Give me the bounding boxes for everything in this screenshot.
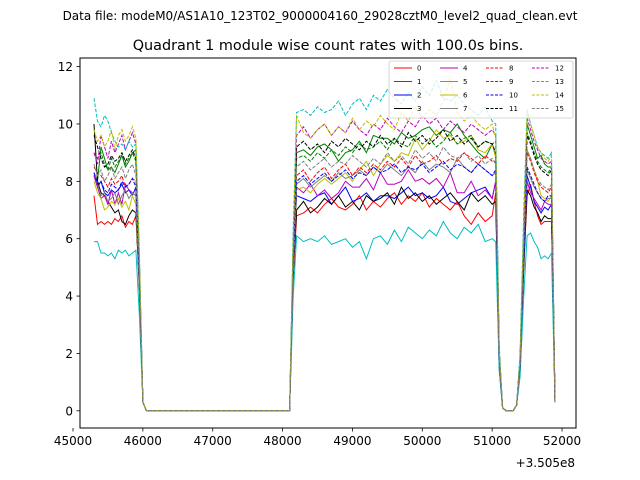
series-line-14 — [93, 77, 556, 412]
legend-label-1: 1 — [417, 78, 421, 86]
legend-label-10: 10 — [509, 92, 518, 100]
legend-label-3: 3 — [417, 105, 421, 113]
legend-label-8: 8 — [509, 65, 513, 73]
y-tick-label: 2 — [65, 347, 73, 361]
legend-label-9: 9 — [509, 78, 513, 86]
y-axis-ticks: 0 2 4 6 8 10 12 — [58, 60, 80, 418]
x-axis-ticks: 45000 46000 47000 48000 49000 50000 51000 52000 — [54, 428, 581, 448]
series-line-4 — [93, 168, 556, 412]
legend-label-15: 15 — [555, 105, 564, 113]
y-tick-label: 4 — [65, 290, 73, 304]
series-line-1 — [93, 123, 556, 412]
series-line-6 — [93, 128, 556, 412]
chart-title: Quadrant 1 module wise count rates with … — [133, 38, 524, 54]
x-tick-label: 47000 — [194, 434, 232, 448]
x-tick-label: 48000 — [263, 434, 301, 448]
series-line-3 — [93, 123, 556, 412]
x-tick-label: 52000 — [543, 434, 581, 448]
x-tick-label: 46000 — [124, 434, 162, 448]
legend-label-12: 12 — [555, 65, 564, 73]
legend-label-14: 14 — [555, 92, 564, 100]
x-tick-label: 50000 — [403, 434, 441, 448]
plot-series — [93, 77, 556, 412]
x-tick-label: 49000 — [333, 434, 371, 448]
legend-label-4: 4 — [463, 65, 468, 73]
legend-label-7: 7 — [463, 105, 467, 113]
legend-label-6: 6 — [463, 92, 468, 100]
x-axis-offset-label: +3.505e8 — [516, 456, 575, 470]
y-tick-label: 6 — [65, 232, 73, 246]
legend-label-0: 0 — [417, 65, 421, 73]
x-tick-label: 45000 — [54, 434, 92, 448]
y-tick-label: 0 — [65, 404, 73, 418]
legend-box — [388, 60, 574, 119]
legend-label-5: 5 — [463, 78, 467, 86]
series-line-12 — [93, 114, 556, 412]
series-line-13 — [93, 79, 556, 412]
y-tick-label: 8 — [65, 175, 73, 189]
axes-frame — [79, 57, 577, 429]
y-tick-label: 12 — [58, 60, 73, 74]
series-line-10 — [93, 160, 556, 412]
y-tick-label: 10 — [58, 117, 73, 131]
series-line-11 — [93, 128, 556, 412]
series-line-2 — [93, 175, 556, 412]
chart-suptitle: Data file: modeM0/AS1A10_123T02_90000041… — [63, 9, 578, 23]
x-tick-label: 51000 — [473, 434, 511, 448]
series-line-9 — [93, 131, 556, 412]
legend-label-2: 2 — [417, 92, 421, 100]
series-line-15 — [93, 145, 556, 412]
axes-border — [79, 57, 577, 429]
legend-label-11: 11 — [509, 105, 518, 113]
series-line-5 — [94, 220, 556, 412]
series-line-0 — [93, 184, 556, 412]
legend-label-13: 13 — [555, 78, 564, 86]
